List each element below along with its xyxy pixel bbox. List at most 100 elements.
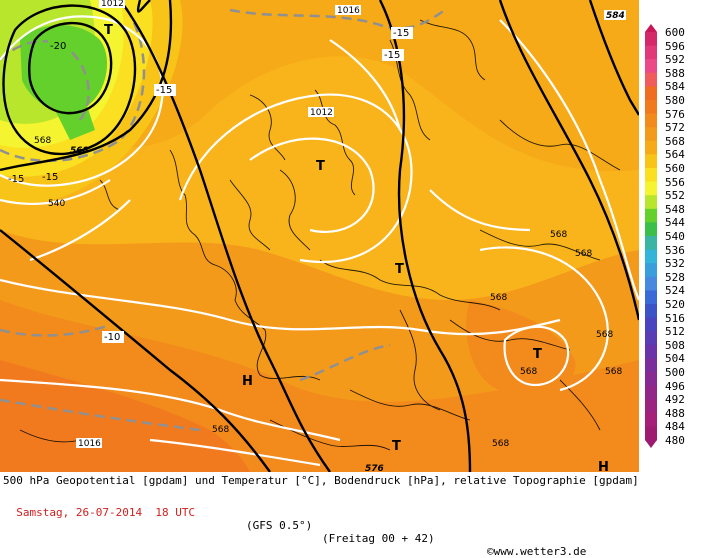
- legend-level-label: 540: [665, 230, 685, 243]
- legend-level-label: 544: [665, 216, 685, 230]
- legend-level-label: 588: [665, 66, 685, 80]
- legend-level-label: 556: [665, 175, 685, 189]
- legend-level-label: 520: [665, 298, 685, 311]
- color-scale-legend: 600 596 592 588 584 580 576 572 568 564 560 556 552 5…: [645, 24, 685, 470]
- isotherm-label: -20: [50, 41, 66, 52]
- topography-label: 568: [550, 230, 567, 240]
- isotherm-label: -15: [156, 85, 172, 96]
- legend-level-label: 492: [665, 393, 685, 407]
- legend-level-label: 532: [665, 257, 685, 271]
- legend-swatch: [645, 45, 657, 60]
- legend-level-label: 500: [665, 366, 685, 379]
- map-info-line: Samstag, 26-07-2014 18 UTC (GFS 0.5°) (F…: [3, 493, 703, 558]
- legend-swatch: [645, 127, 657, 142]
- legend-swatch: [645, 168, 657, 183]
- isobar-label: 1016: [337, 6, 360, 16]
- weather-map: T T T T T H H -20 -15 -15 -15 -15 -15 -1…: [0, 0, 639, 472]
- legend-level-label: 536: [665, 243, 685, 257]
- legend-level-label: 592: [665, 53, 685, 67]
- copyright-link[interactable]: ©www.wetter3.de: [487, 545, 587, 558]
- legend-swatch: [645, 331, 657, 346]
- isotherm-label: -15: [393, 28, 409, 39]
- legend-level-label: 568: [665, 134, 685, 148]
- legend-level-label: 512: [665, 325, 685, 339]
- topography-label: 568: [605, 367, 622, 377]
- legend-swatch: [645, 344, 657, 359]
- legend-swatch: [645, 276, 657, 291]
- legend-level-label: 552: [665, 189, 685, 203]
- legend-swatch: [645, 100, 657, 115]
- legend-swatch: [645, 181, 657, 196]
- legend-swatch: [645, 249, 657, 264]
- isotherm-label: -15: [384, 50, 400, 61]
- legend-swatch: [645, 59, 657, 74]
- map-title: 500 hPa Geopotential [gpdam] und Tempera…: [3, 474, 639, 487]
- legend-swatch: [645, 208, 657, 223]
- legend-swatch: [645, 140, 657, 155]
- legend-swatch: [645, 222, 657, 237]
- pressure-center-label: H: [242, 374, 253, 389]
- legend-swatch: [645, 113, 657, 128]
- legend-swatch: [645, 195, 657, 210]
- model-name: (GFS 0.5°): [246, 519, 313, 532]
- legend-level-label: 596: [665, 39, 685, 53]
- legend-level-label: 524: [665, 284, 685, 298]
- topography-label: 568: [490, 293, 507, 303]
- topography-label: 576: [365, 464, 384, 472]
- pressure-center-label: H: [598, 460, 609, 472]
- legend-swatch: [645, 372, 657, 387]
- legend-arrow-top: [645, 24, 657, 32]
- topography-label: 568: [575, 249, 592, 259]
- legend-swatch: [645, 412, 657, 427]
- pressure-center-label: T: [395, 262, 404, 277]
- topography-label: 568: [492, 439, 509, 449]
- isotherm-label: -15: [8, 174, 24, 185]
- legend-level-label: 560: [665, 162, 685, 175]
- legend-level-label: 484: [665, 420, 685, 434]
- legend-swatch: [645, 317, 657, 332]
- pressure-center-label: T: [104, 23, 113, 38]
- isobar-label: 1012: [101, 0, 124, 9]
- isobar-label: 1016: [78, 439, 101, 449]
- legend-level-label: 600: [665, 26, 685, 39]
- legend-swatch: [645, 263, 657, 278]
- isotherm-label: -10: [104, 332, 120, 343]
- isotherm-label: -15: [42, 172, 58, 183]
- model-run: (Freitag 00 + 42): [322, 532, 435, 545]
- legend-level-label: 488: [665, 406, 685, 420]
- legend-level-label: 564: [665, 148, 685, 162]
- weather-map-panel: T T T T T H H -20 -15 -15 -15 -15 -15 -1…: [0, 0, 639, 472]
- legend-swatch: [645, 32, 657, 47]
- legend-swatch: [645, 385, 657, 400]
- topography-label: 568: [34, 136, 51, 146]
- legend-arrow-bottom: [645, 440, 657, 448]
- pressure-center-label: T: [392, 439, 401, 454]
- legend-level-label: 584: [665, 80, 685, 94]
- legend-level-label: 496: [665, 379, 685, 393]
- legend-swatch: [645, 86, 657, 101]
- legend-swatch: [645, 358, 657, 373]
- topography-label: 568: [520, 367, 537, 377]
- topography-label: 584: [606, 11, 625, 21]
- legend-level-label: 528: [665, 270, 685, 284]
- legend-level-label: 516: [665, 311, 685, 325]
- legend-swatch: [645, 426, 657, 441]
- legend-level-label: 580: [665, 94, 685, 107]
- legend-level-label: 572: [665, 121, 685, 135]
- legend-level-label: 576: [665, 107, 685, 121]
- topography-label: 568: [212, 425, 229, 435]
- legend-swatch: [645, 399, 657, 414]
- isobar-label: 1012: [310, 108, 333, 118]
- color-scale-bar: [645, 24, 657, 448]
- legend-swatch: [645, 236, 657, 251]
- legend-swatch: [645, 72, 657, 87]
- topography-label: 568: [596, 330, 613, 340]
- legend-level-label: 508: [665, 338, 685, 352]
- pressure-center-label: T: [316, 159, 325, 174]
- topography-label: 568: [70, 146, 89, 156]
- legend-level-label: 480: [665, 434, 685, 447]
- legend-swatch: [645, 304, 657, 319]
- legend-swatch: [645, 290, 657, 305]
- pressure-center-label: T: [533, 347, 542, 362]
- topography-label: 540: [48, 199, 65, 209]
